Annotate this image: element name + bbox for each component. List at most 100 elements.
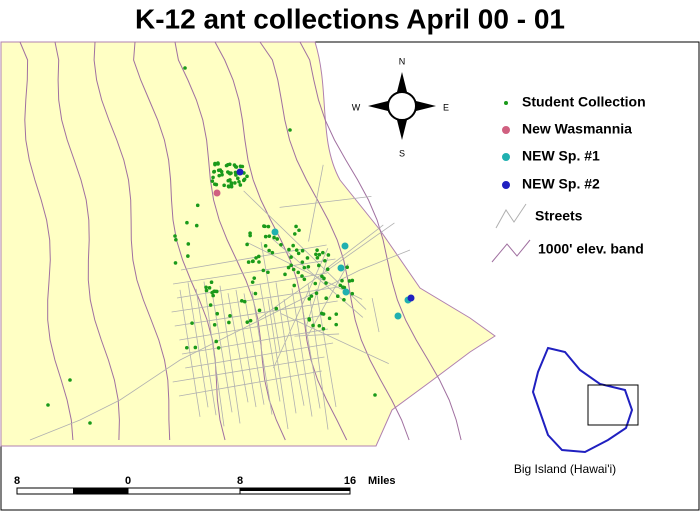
street [174, 300, 338, 327]
student-collection [300, 260, 305, 264]
street [173, 258, 336, 285]
student-collection [275, 237, 280, 241]
student-collection [296, 251, 301, 256]
student-collection [214, 182, 219, 187]
student-collection [248, 233, 252, 238]
street [272, 238, 364, 318]
student-collection [261, 268, 266, 273]
student-collection [287, 247, 291, 252]
student-collection [251, 259, 255, 263]
student-collection [204, 285, 208, 290]
street [171, 286, 339, 313]
student-collection [309, 294, 314, 298]
street [308, 263, 349, 335]
student-collection [289, 255, 293, 259]
student-collection [209, 280, 214, 284]
scale-label: 0 [125, 475, 131, 487]
student-collection [216, 346, 221, 350]
elevation-band [174, 41, 286, 441]
legend-label: NEW Sp. #1 [522, 148, 600, 164]
student-collection [212, 170, 216, 174]
new-sp-1 [337, 264, 345, 272]
student-collection [214, 289, 219, 294]
student-collection [229, 184, 234, 189]
student-collection [215, 311, 220, 316]
street [294, 333, 340, 337]
street [307, 283, 329, 430]
compass-e: E [443, 102, 449, 112]
street [203, 281, 225, 427]
student-collection [305, 256, 310, 260]
elevation-band [54, 41, 120, 441]
scale-label: 16 [344, 475, 356, 487]
map-title: K-12 ant collections April 00 - 01 [135, 3, 565, 34]
student-collection [291, 243, 295, 248]
street [273, 248, 329, 369]
student-collection [174, 237, 178, 242]
student-collection [300, 248, 305, 253]
student-collection [317, 263, 321, 268]
student-collection [345, 265, 349, 270]
student-collection [173, 234, 177, 238]
student-collection [350, 291, 355, 296]
street [235, 289, 257, 408]
student-collection [208, 303, 213, 307]
student-collection [319, 311, 324, 316]
student-collection [321, 326, 326, 331]
street [291, 288, 313, 417]
scale-label: 8 [237, 475, 243, 487]
student-collection [294, 248, 299, 252]
student-collection [207, 286, 212, 290]
compass-n: N [399, 56, 406, 66]
student-collection [324, 281, 328, 285]
student-collection [226, 163, 230, 167]
legend-label: Student Collection [522, 94, 646, 110]
student-collection [321, 250, 325, 255]
student-collection [254, 256, 258, 260]
student-collection [220, 172, 224, 177]
student-collection [193, 345, 198, 350]
student-collection [297, 228, 301, 233]
student-collection [204, 288, 209, 293]
elevation-band [214, 41, 348, 441]
student-collection [315, 248, 319, 252]
highway [29, 249, 411, 441]
student-collection [342, 285, 347, 290]
student-collection [335, 294, 340, 299]
street [371, 297, 380, 333]
student-collection [296, 270, 301, 275]
student-collection [300, 274, 304, 278]
student-collection [253, 291, 258, 296]
student-collection [283, 272, 287, 277]
student-collection [325, 267, 330, 272]
student-collection [279, 242, 283, 247]
student-collection [190, 321, 194, 325]
street [279, 195, 372, 208]
student-collection [222, 183, 226, 188]
student-collection [186, 254, 190, 258]
legend-label: Streets [535, 208, 583, 224]
student-collection [267, 234, 272, 238]
student-collection [306, 264, 311, 269]
street [260, 241, 281, 352]
inset-label: Big Island (Hawai'i) [514, 462, 616, 476]
student-collection [334, 322, 339, 327]
street [325, 224, 384, 270]
elevation-band [259, 41, 410, 441]
student-collection [88, 421, 92, 425]
student-collection [213, 162, 217, 167]
student-collection [210, 179, 215, 183]
street [315, 288, 337, 408]
student-collection [246, 260, 251, 264]
student-collection [216, 168, 221, 173]
street [187, 282, 209, 408]
student-collection [266, 224, 271, 229]
student-collection [293, 232, 297, 236]
student-collection [211, 175, 215, 180]
legend-label: NEW Sp. #2 [522, 176, 600, 192]
student-collection [256, 254, 261, 259]
student-collection [313, 281, 318, 286]
student-collection [291, 267, 296, 272]
student-collection [211, 293, 215, 298]
student-collection [68, 378, 72, 382]
